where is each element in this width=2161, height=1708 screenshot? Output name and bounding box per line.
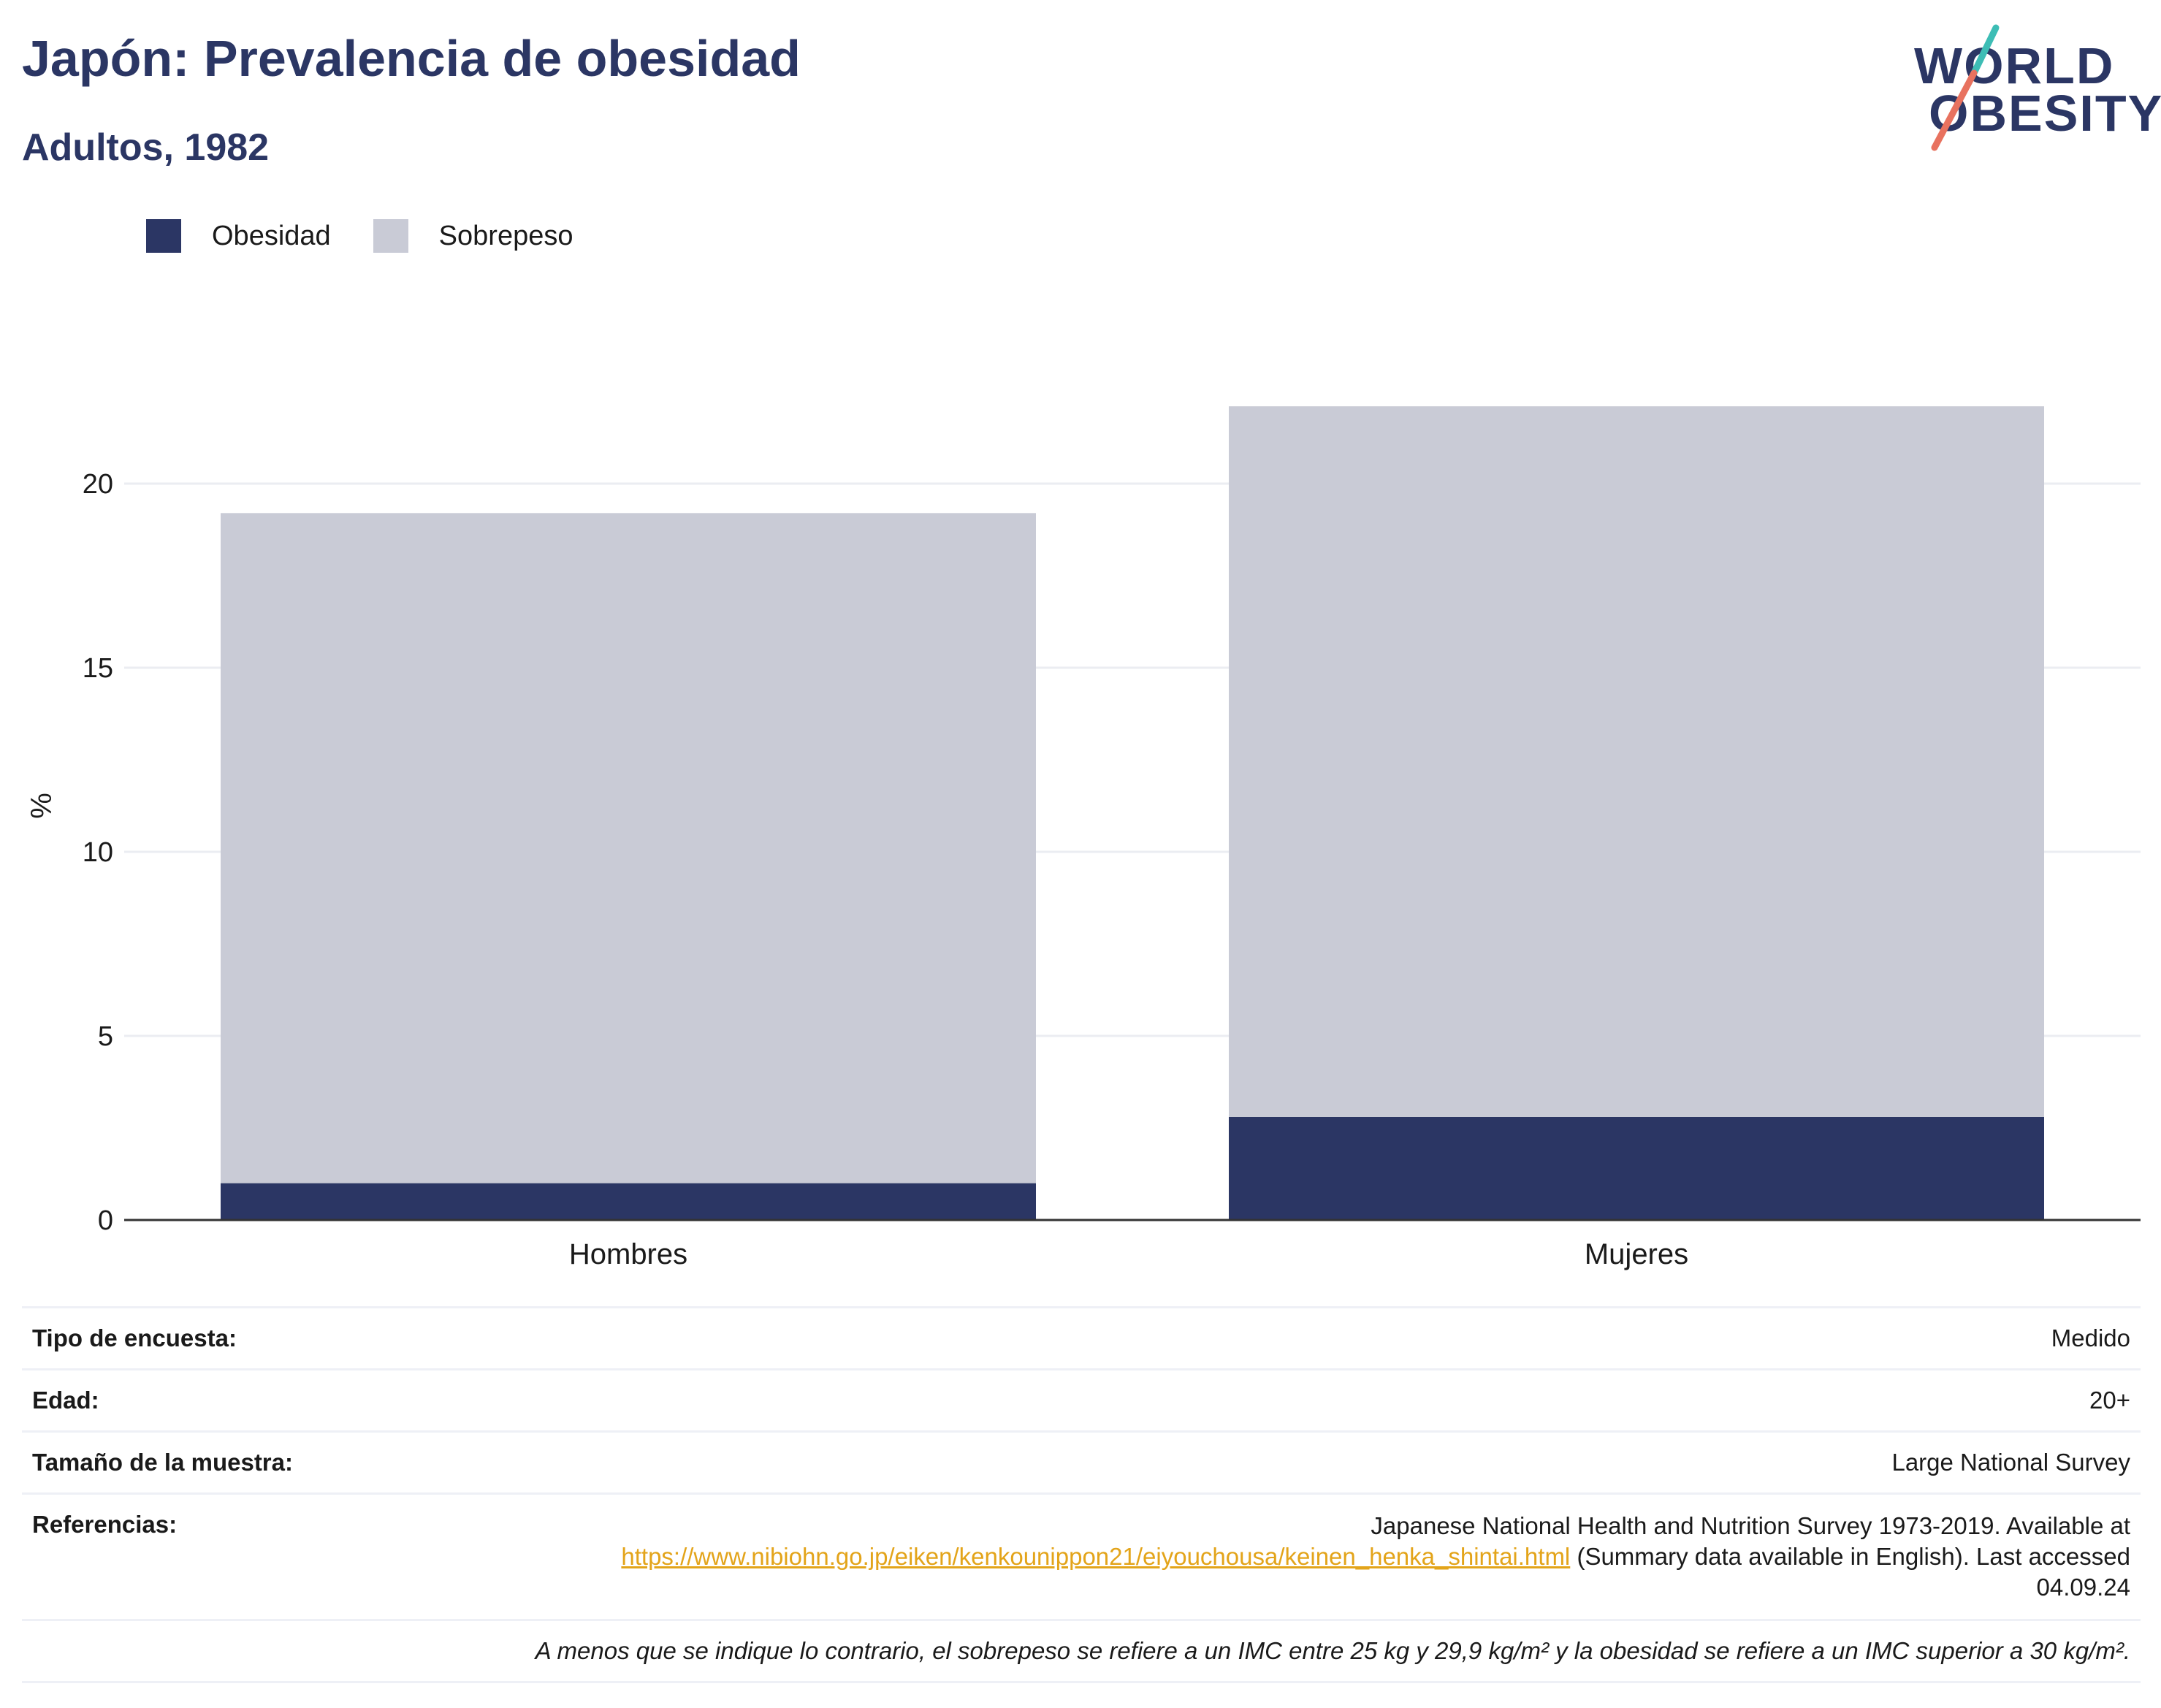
y-tick-label: 20 [83, 469, 113, 500]
info-row-references: Referencias: Japanese National Health an… [22, 1492, 2141, 1619]
bar-sobrepeso-hombres [221, 513, 1036, 1183]
bar-sobrepeso-mujeres [1229, 406, 2044, 1117]
legend-swatch-sobrepeso [373, 219, 408, 253]
y-tick-label: 0 [98, 1205, 113, 1236]
x-tick-label: Hombres [569, 1238, 687, 1270]
info-row-survey-type: Tipo de encuesta: Medido [22, 1306, 2141, 1368]
chart-subtitle: Adultos, 1982 [22, 126, 270, 169]
info-key: Referencias: [32, 1511, 178, 1538]
logo-slash-icon [1931, 24, 2000, 151]
info-key: Edad: [32, 1387, 99, 1414]
world-obesity-logo: WORLD OBESITY [1907, 22, 2161, 153]
legend-label-obesidad: Obesidad [212, 220, 331, 251]
x-tick-label: Mujeres [1585, 1238, 1688, 1270]
bar-chart: 0 5 10 15 20% Hombres Mujeres [26, 406, 2141, 1270]
legend-swatch-obesidad [146, 219, 181, 253]
y-tick-label: 15 [83, 653, 113, 684]
legend-item-obesidad: Obesidad [146, 219, 331, 253]
references-text-after: (Summary data available in English). Las… [1577, 1543, 2130, 1601]
references-link[interactable]: https://www.nibiohn.go.jp/eiken/kenkouni… [621, 1543, 1571, 1570]
chart-title: Japón: Prevalencia de obesidad [22, 30, 801, 87]
info-row-sample-size: Tamaño de la muestra: Large National Sur… [22, 1430, 2141, 1492]
info-key: Tipo de encuesta: [32, 1324, 237, 1351]
logo-text-world: WORLD [1914, 37, 2115, 94]
chart-legend: Obesidad Sobrepeso [146, 219, 615, 253]
info-row-age: Edad: 20+ [22, 1368, 2141, 1430]
info-value: 20+ [2089, 1387, 2130, 1414]
y-tick-label: 5 [98, 1021, 113, 1052]
info-key: Tamaño de la muestra: [32, 1449, 293, 1476]
info-value: Medido [2051, 1324, 2130, 1351]
references-text-before: Japanese National Health and Nutrition S… [1371, 1512, 2130, 1539]
y-tick-label: 10 [83, 837, 113, 868]
survey-info-table: Tipo de encuesta: Medido Edad: 20+ Tamañ… [22, 1306, 2141, 1683]
logo-text-obesity: OBESITY [1929, 85, 2161, 142]
definition-note: A menos que se indique lo contrario, el … [22, 1619, 2141, 1683]
bar-obesidad-hombres [221, 1183, 1036, 1220]
legend-item-sobrepeso: Sobrepeso [373, 219, 573, 253]
references-text: Japanese National Health and Nutrition S… [523, 1511, 2130, 1603]
info-value: Large National Survey [1891, 1449, 2130, 1476]
legend-label-sobrepeso: Sobrepeso [438, 220, 573, 251]
y-axis-label: % [26, 793, 58, 819]
bar-obesidad-mujeres [1229, 1116, 2044, 1220]
